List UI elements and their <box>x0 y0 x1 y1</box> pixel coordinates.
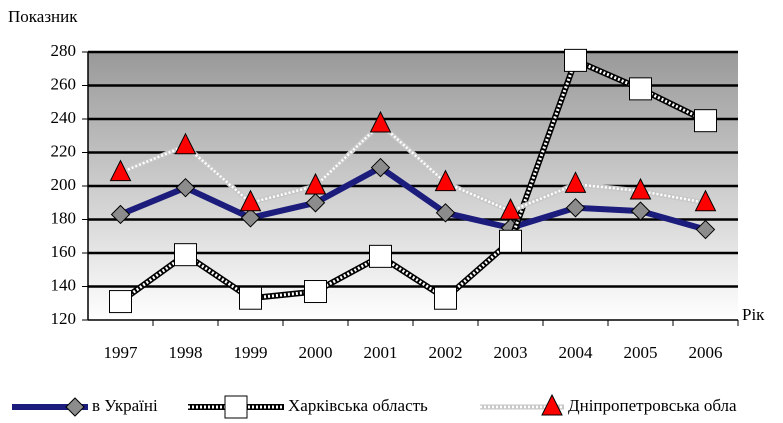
marker <box>564 171 587 193</box>
x-tick-label: 2006 <box>689 343 723 362</box>
marker <box>629 77 652 101</box>
y-tick-label: 240 <box>51 108 77 127</box>
y-tick-label: 160 <box>51 242 77 261</box>
marker <box>695 219 716 240</box>
marker <box>304 172 327 195</box>
marker <box>541 393 563 416</box>
marker <box>435 203 456 223</box>
marker <box>630 201 651 221</box>
y-tick-label: 140 <box>51 275 77 294</box>
marker <box>175 177 196 198</box>
y-tick-label: 120 <box>51 309 77 328</box>
marker <box>110 204 131 225</box>
x-tick-label: 2001 <box>364 343 398 362</box>
x-tick-label: 1997 <box>104 343 139 362</box>
x-tick-label: 2003 <box>494 343 528 362</box>
marker <box>239 286 262 310</box>
y-axis-label: Показник <box>8 7 78 26</box>
x-tick-label: 2005 <box>624 343 658 362</box>
marker <box>369 110 392 133</box>
x-tick-label: 2000 <box>299 343 333 362</box>
marker <box>109 290 132 314</box>
series-line-hatch <box>119 58 707 303</box>
marker <box>224 395 248 419</box>
x-tick-label: 2002 <box>429 343 463 362</box>
marker <box>240 208 261 228</box>
marker <box>564 48 587 72</box>
marker <box>65 397 85 417</box>
x-tick-label: 1999 <box>234 343 268 362</box>
y-tick-label: 220 <box>51 141 77 160</box>
series-line <box>119 164 707 233</box>
marker <box>304 280 327 304</box>
marker <box>499 198 522 220</box>
marker <box>174 243 197 267</box>
y-tick-label: 200 <box>51 175 77 194</box>
marker <box>565 198 586 218</box>
marker <box>694 189 717 212</box>
x-tick-label: 1998 <box>169 343 203 362</box>
marker <box>499 229 522 253</box>
marker <box>694 109 717 133</box>
y-tick-label: 180 <box>51 208 77 227</box>
marker <box>174 132 197 155</box>
marker <box>239 189 262 212</box>
marker <box>434 169 457 192</box>
marker <box>109 159 132 182</box>
x-axis-label: Рік <box>742 305 765 324</box>
marker <box>305 193 326 213</box>
marker <box>369 244 392 268</box>
legend-label: Дніпропетровська обла <box>568 396 737 415</box>
legend-label: Харківська область <box>288 396 428 415</box>
marker <box>629 177 652 200</box>
marker <box>370 157 391 178</box>
y-tick-label: 260 <box>51 74 77 93</box>
x-tick-label: 2004 <box>559 343 594 362</box>
legend-label: в Україні <box>92 396 158 415</box>
marker <box>434 286 457 310</box>
series-line-hatch <box>120 122 706 213</box>
y-tick-label: 280 <box>51 41 77 60</box>
